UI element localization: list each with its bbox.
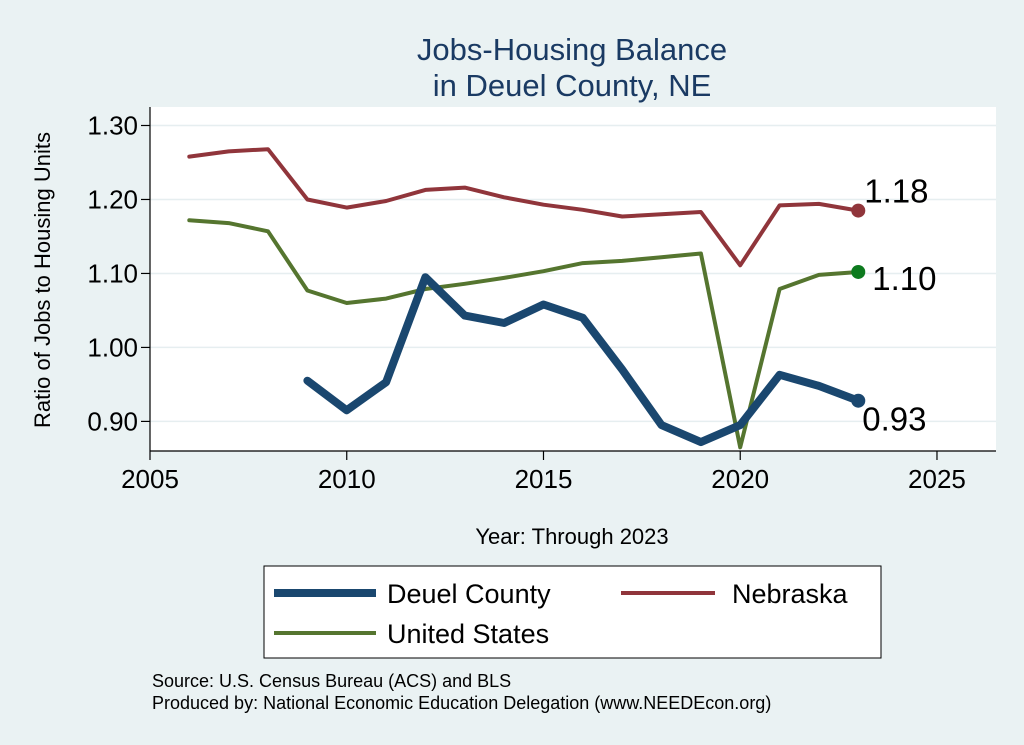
chart-title-line-1: Jobs-Housing Balance	[417, 32, 727, 67]
y-tick-label: 1.10	[87, 258, 138, 288]
legend: Deuel County Nebraska United States	[263, 565, 882, 659]
legend-label-nebraska: Nebraska	[732, 579, 849, 609]
source-note: Source: U.S. Census Bureau (ACS) and BLS	[152, 671, 511, 691]
x-axis-title: Year: Through 2023	[475, 524, 668, 549]
end-marker-united-states	[851, 264, 866, 279]
y-axis-ticks: 0.90 1.00 1.10 1.20 1.30	[87, 110, 150, 436]
end-label-united-states: 1.10	[872, 260, 936, 297]
y-tick-label: 1.30	[87, 110, 138, 140]
axes	[149, 107, 996, 452]
series-end-markers: 1.18 1.10 0.93	[851, 173, 937, 438]
x-tick-label: 2010	[318, 464, 376, 494]
legend-label-united-states: United States	[387, 619, 549, 649]
end-marker-deuel-county	[851, 393, 866, 408]
legend-label-deuel-county: Deuel County	[387, 579, 551, 609]
x-tick-label: 2025	[908, 464, 966, 494]
x-tick-label: 2020	[711, 464, 769, 494]
chart-title-line-2: in Deuel County, NE	[433, 68, 712, 103]
x-tick-label: 2005	[121, 464, 179, 494]
y-tick-label: 1.00	[87, 332, 138, 362]
end-label-nebraska: 1.18	[864, 173, 928, 210]
y-tick-label: 0.90	[87, 406, 138, 436]
producer-note: Produced by: National Economic Education…	[152, 693, 771, 713]
series-lines	[187, 147, 863, 450]
y-axis-title: Ratio of Jobs to Housing Units	[30, 132, 55, 428]
y-tick-label: 1.20	[87, 184, 138, 214]
legend-box	[263, 565, 882, 659]
end-marker-nebraska	[851, 203, 866, 218]
plot-area	[150, 107, 996, 451]
series-line-deuel-county	[303, 273, 863, 447]
x-axis-ticks: 2005 2010 2015 2020 2025	[121, 451, 966, 494]
series-line-nebraska	[187, 147, 861, 268]
x-tick-label: 2015	[515, 464, 573, 494]
end-label-deuel-county: 0.93	[862, 401, 926, 438]
